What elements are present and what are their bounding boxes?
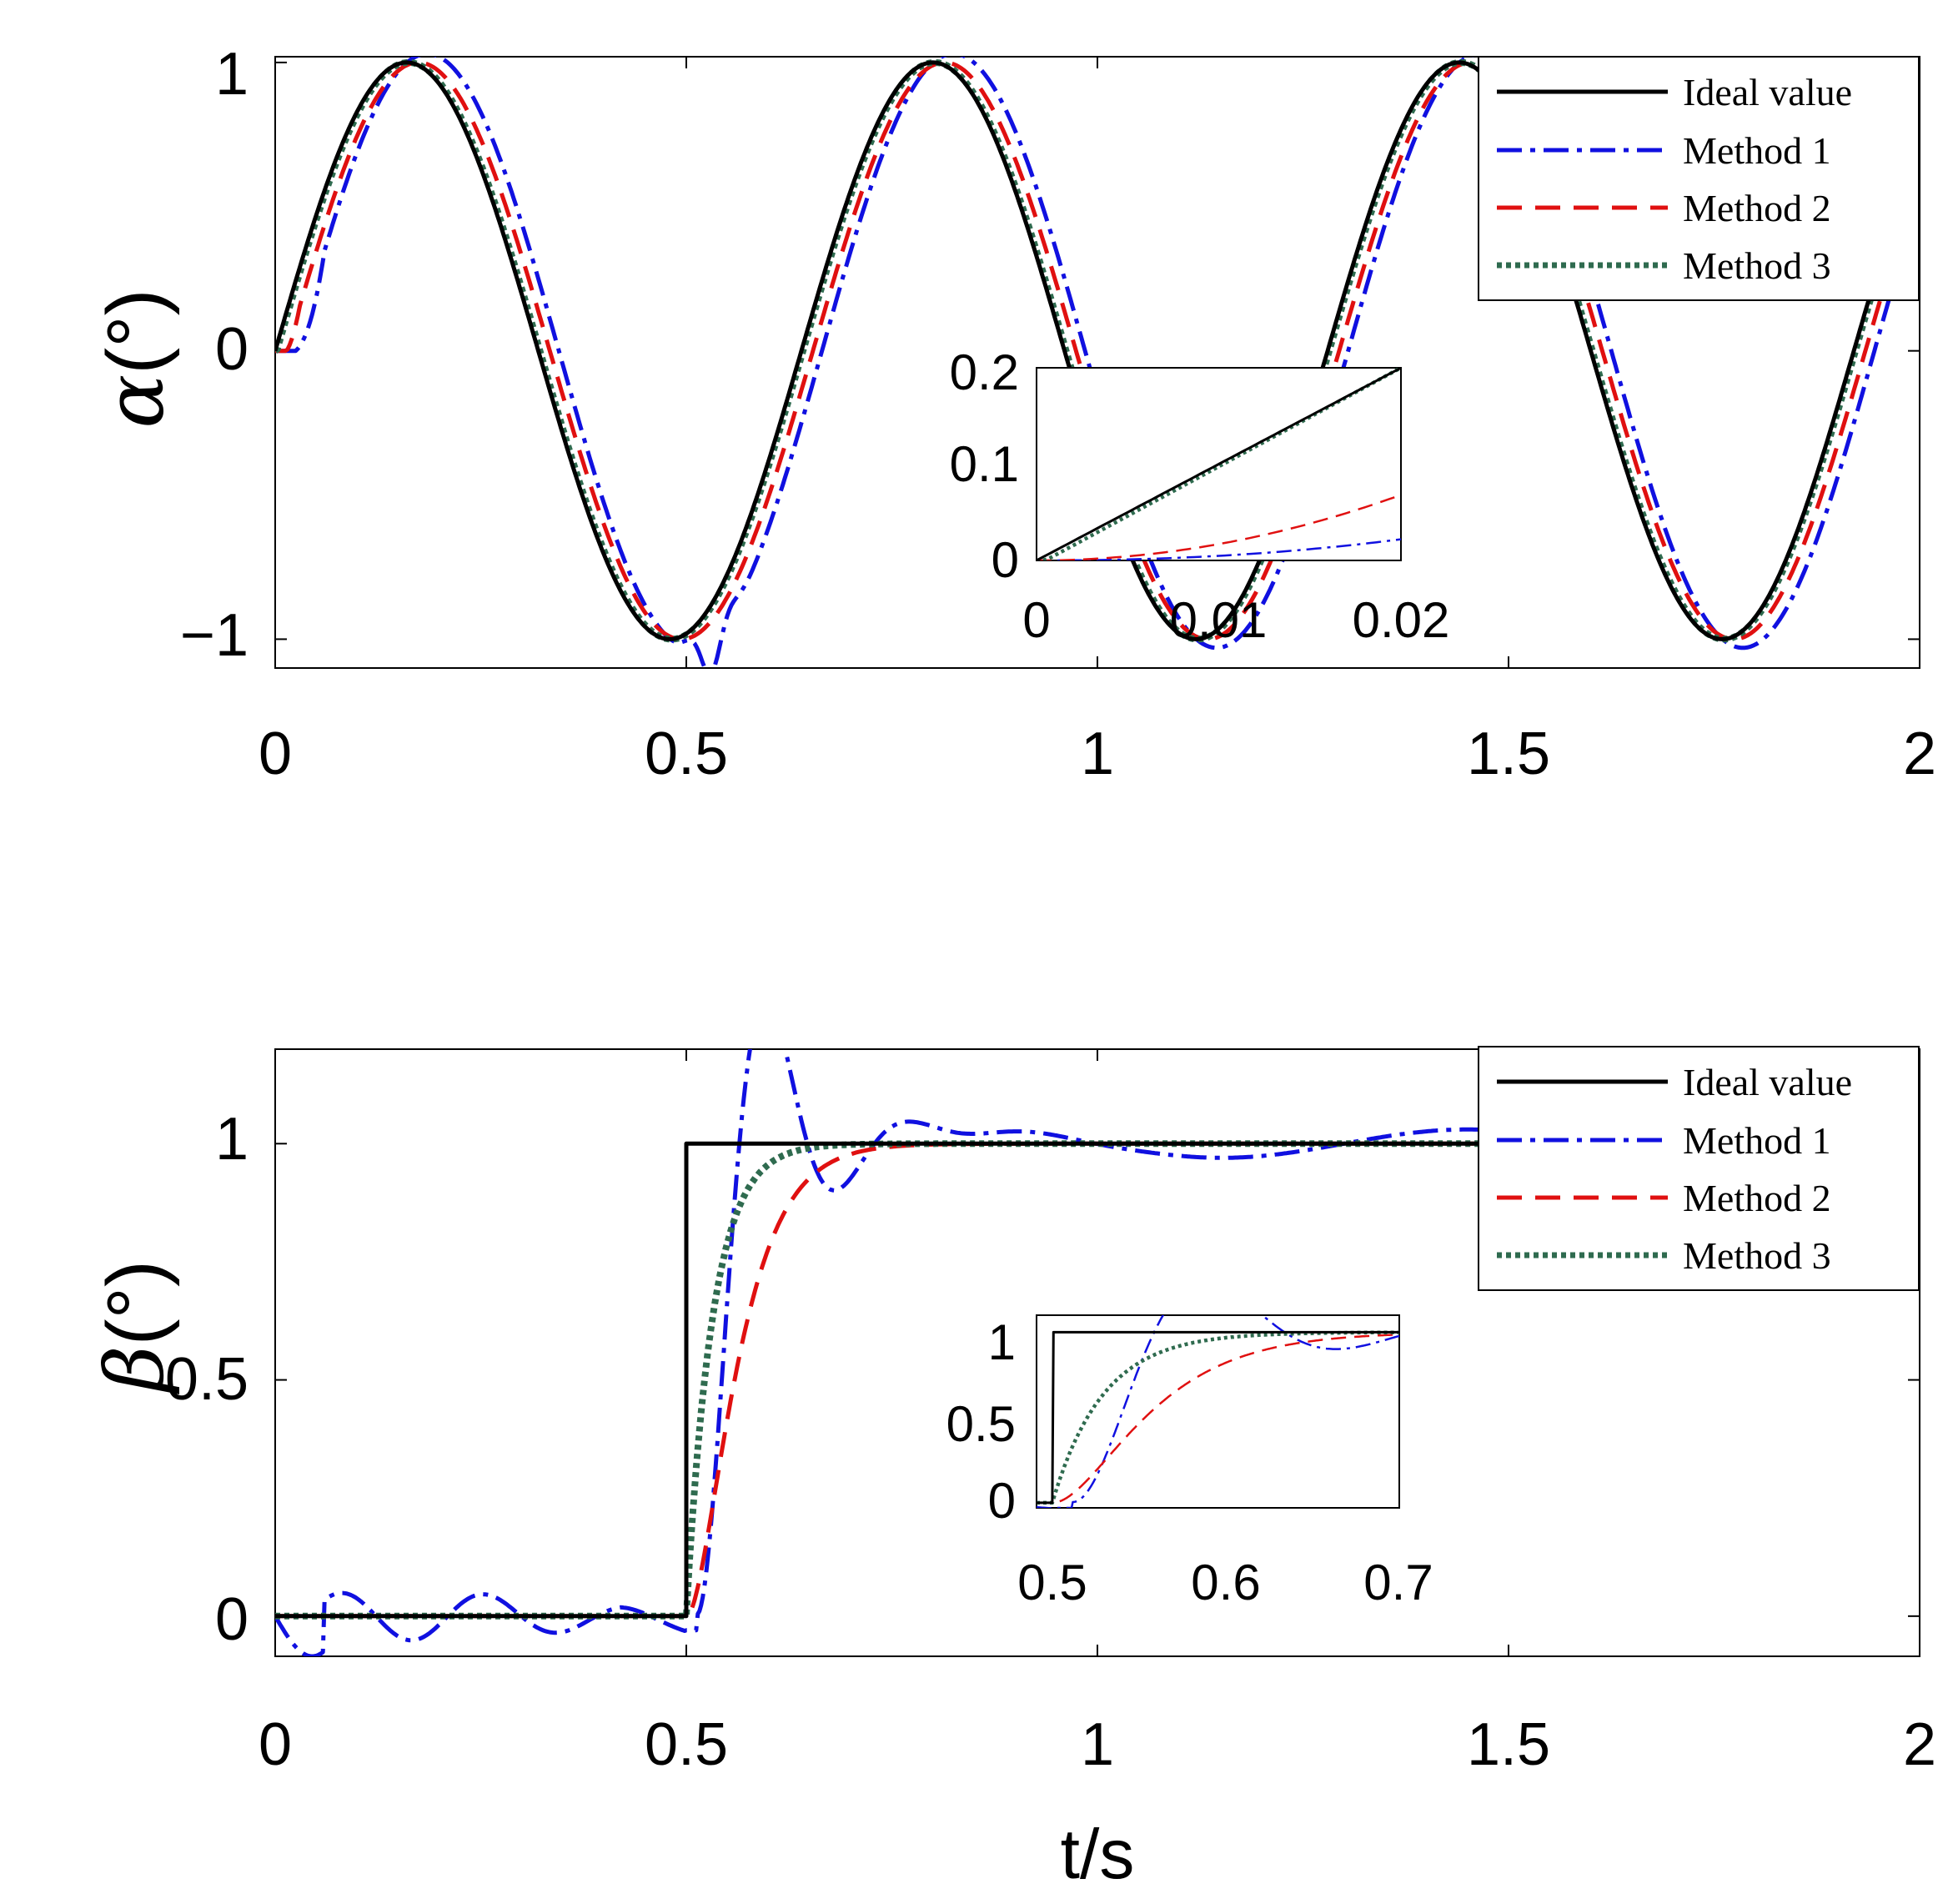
beta-inset-line-method2 (1037, 1333, 1399, 1505)
beta-inset-box (1036, 1314, 1400, 1509)
beta-legend-label-method1: Method 1 (1683, 1119, 1831, 1162)
alpha-ylabel-unit: (°) (91, 289, 180, 374)
alpha-ylabel-symbol: α (88, 374, 182, 429)
alpha-legend-label-ideal: Ideal value (1683, 71, 1852, 113)
x-axis-label: t/s (1061, 1815, 1135, 1893)
beta-ylabel-unit: (°) (91, 1260, 180, 1345)
beta-xtick-1: 1 (1081, 1711, 1114, 1778)
beta-inset-series (1037, 1315, 1399, 1508)
alpha-legend-label-method1: Method 1 (1683, 129, 1831, 172)
alpha-ytick-1: 1 (215, 41, 249, 108)
beta-inset-xtick-2: 0.7 (1363, 1555, 1433, 1610)
alpha-inset-ytick-0: 0 (992, 532, 1019, 588)
alpha-xtick-0: 0 (259, 721, 292, 787)
alpha-xtick-2: 2 (1903, 721, 1936, 787)
beta-ylabel: β(°) (88, 1260, 182, 1394)
beta-inset-ytick-2: 1 (988, 1314, 1016, 1370)
beta-xtick-2: 2 (1903, 1711, 1936, 1778)
beta-xtick-15: 1.5 (1467, 1711, 1550, 1778)
alpha-legend-label-method2: Method 2 (1683, 187, 1831, 229)
beta-ytick-05: 0.5 (165, 1346, 249, 1413)
alpha-legend-label-method3: Method 3 (1683, 244, 1831, 287)
alpha-inset-line-method1 (1037, 538, 1401, 560)
alpha-inset-xtick-0: 0 (1022, 592, 1050, 648)
beta-legend-label-method3: Method 3 (1683, 1234, 1831, 1277)
alpha-legend: Ideal value Method 1 Method 2 Method 3 (1478, 56, 1920, 301)
beta-legend: Ideal value Method 1 Method 2 Method 3 (1478, 1046, 1920, 1291)
beta-ytick-1: 1 (215, 1106, 249, 1173)
alpha-ytick-minus1: −1 (180, 602, 249, 669)
beta-panel: 0 0.5 1 0.5 0.6 0.7 Ideal value Method 1… (88, 1046, 1936, 1893)
beta-inset-xtick-0: 0.5 (1017, 1555, 1087, 1610)
beta-legend-box (1478, 1046, 1920, 1291)
beta-xtick-05: 0.5 (645, 1711, 728, 1778)
alpha-xtick-05: 0.5 (645, 721, 728, 787)
alpha-legend-box (1478, 56, 1920, 301)
beta-ytick-0: 0 (215, 1586, 249, 1653)
beta-inset-ytick-0: 0 (988, 1473, 1016, 1529)
alpha-inset-line-method3 (1037, 368, 1401, 560)
alpha-inset-line-ideal (1037, 368, 1401, 560)
alpha-xtick-15: 1.5 (1467, 721, 1550, 787)
beta-xtick-0: 0 (259, 1711, 292, 1778)
alpha-xtick-1: 1 (1081, 721, 1114, 787)
beta-inset-line-method1 (1037, 1315, 1399, 1508)
beta-inset-line-ideal (1037, 1330, 1399, 1505)
alpha-inset-line-method2 (1037, 494, 1401, 560)
beta-inset-ytick-1: 0.5 (946, 1396, 1016, 1452)
beta-legend-label-ideal: Ideal value (1683, 1061, 1852, 1103)
alpha-inset-ytick-1: 0.1 (950, 436, 1019, 492)
beta-inset: 0 0.5 1 0.5 0.6 0.7 (946, 1314, 1433, 1610)
beta-ylabel-symbol: β (88, 1345, 182, 1394)
alpha-panel: 0 0.1 0.2 0 0.01 0.02 Ideal value Method… (88, 41, 1936, 787)
alpha-inset-ytick-2: 0.2 (950, 344, 1019, 400)
alpha-inset-xtick-2: 0.02 (1353, 592, 1450, 648)
beta-inset-xtick-1: 0.6 (1191, 1555, 1260, 1610)
alpha-inset: 0 0.1 0.2 0 0.01 0.02 (950, 344, 1450, 648)
alpha-ylabel: α(°) (88, 289, 182, 428)
alpha-inset-series (1037, 368, 1401, 560)
beta-legend-label-method2: Method 2 (1683, 1177, 1831, 1219)
alpha-ytick-0: 0 (215, 316, 249, 383)
alpha-inset-xtick-1: 0.01 (1170, 592, 1268, 648)
